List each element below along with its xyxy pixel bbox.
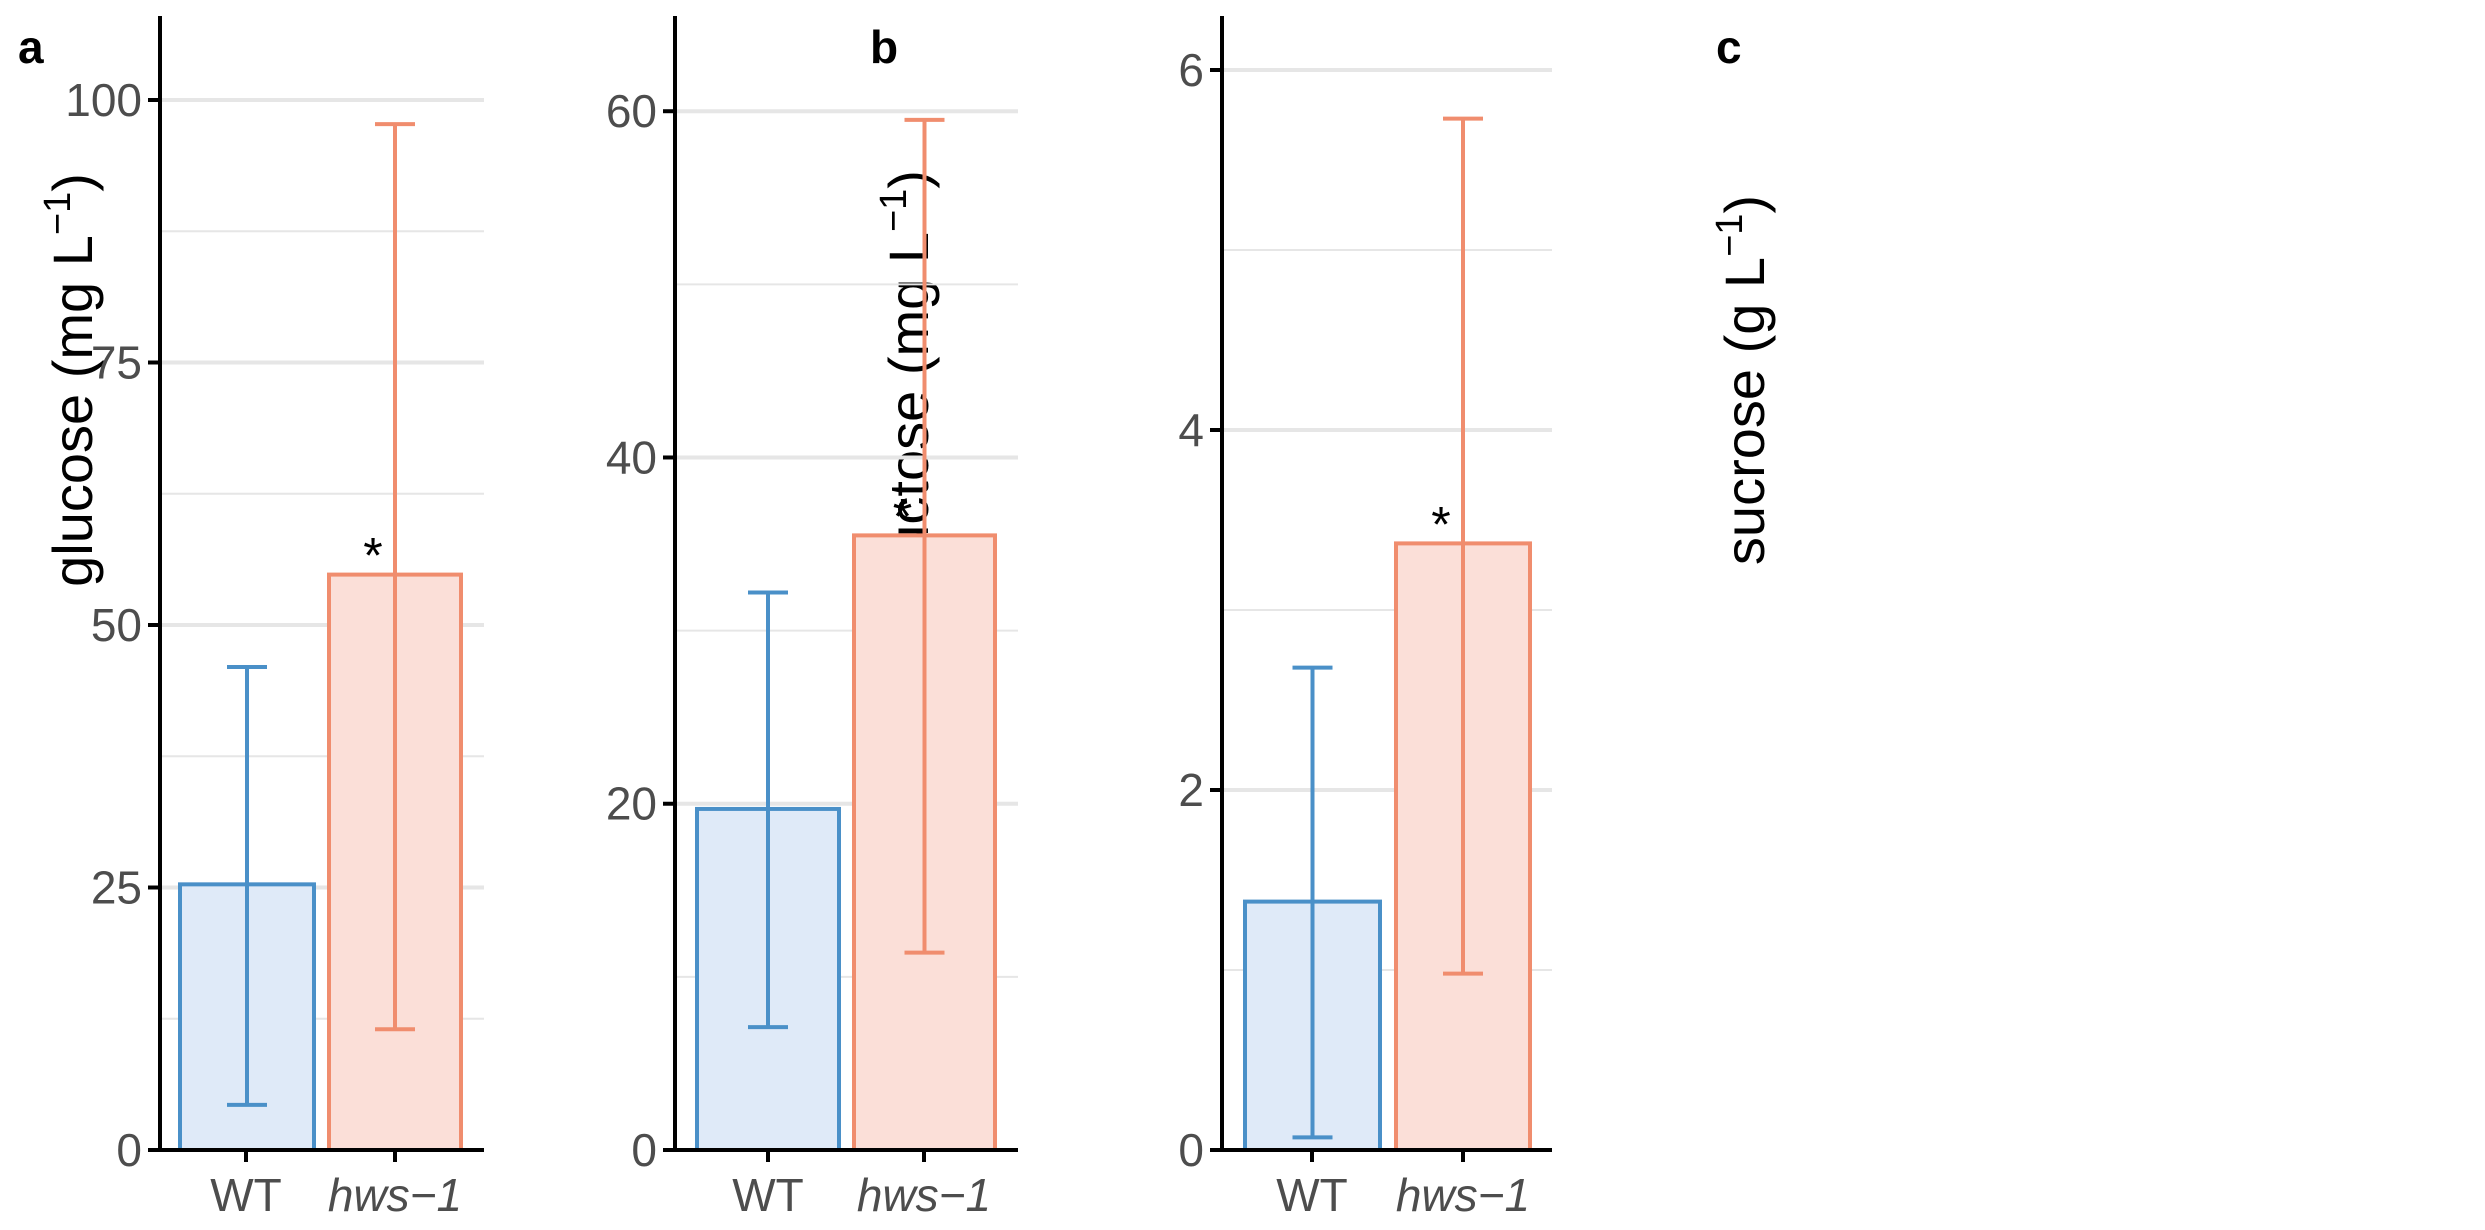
bar-layer-a: * — [178, 122, 463, 1152]
y-tick-label: 50 — [91, 599, 142, 651]
x-category-label: hws−1 — [857, 1169, 991, 1221]
panel-a: a glucose (mg L−1) * 0 25 50 75 100 WT hws−1 — [18, 16, 484, 1221]
axis-layer-b: 0 20 40 60 WT hws−1 — [606, 16, 1018, 1221]
y-tick-label: 6 — [1178, 44, 1204, 96]
significance-marker: * — [893, 488, 912, 544]
y-tick-label: 0 — [116, 1124, 142, 1176]
axis-layer-c: 0 2 4 6 WT hws−1 — [1178, 16, 1552, 1221]
svg-text:fructose (mg L−1): fructose (mg L−1) — [873, 170, 940, 590]
svg-text:glucose (mg L−1): glucose (mg L−1) — [37, 173, 104, 587]
axis-layer-a: 0 25 50 75 100 WT hws−1 — [65, 16, 484, 1221]
y-tick-label: 100 — [65, 74, 142, 126]
panel-b: b fructose (mg L−1) * 0 20 40 60 WT hws−1 — [606, 16, 1018, 1221]
y-tick-label: 0 — [631, 1124, 657, 1176]
panel-letter-b: b — [870, 21, 898, 73]
y-tick-label: 20 — [606, 778, 657, 830]
y-tick-label: 40 — [606, 431, 657, 483]
bar-layer-c: * — [1243, 116, 1532, 1152]
x-category-label: WT — [1276, 1169, 1348, 1221]
y-tick-label: 4 — [1178, 404, 1204, 456]
svg-text:sucrose (g L−1): sucrose (g L−1) — [1709, 195, 1776, 565]
panel-c: c sucrose (g L−1) * 0 2 4 6 WT hws−1 — [1178, 16, 1776, 1221]
x-category-label: WT — [210, 1169, 282, 1221]
y-axis-label-a: glucose (mg L−1) — [37, 173, 104, 587]
significance-marker: * — [363, 528, 382, 584]
bar-layer-b: * — [695, 117, 997, 1152]
y-tick-label: 75 — [91, 337, 142, 389]
y-axis-label-b: fructose (mg L−1) — [873, 170, 940, 590]
significance-marker: * — [1431, 496, 1450, 552]
y-tick-label: 0 — [1178, 1124, 1204, 1176]
panel-letter-c: c — [1716, 21, 1742, 73]
y-tick-label: 2 — [1178, 764, 1204, 816]
y-tick-label: 25 — [91, 862, 142, 914]
x-category-label: hws−1 — [328, 1169, 462, 1221]
x-category-label: WT — [732, 1169, 804, 1221]
y-axis-label-c: sucrose (g L−1) — [1709, 195, 1776, 565]
x-category-label: hws−1 — [1396, 1169, 1530, 1221]
panel-letter-a: a — [18, 21, 44, 73]
y-tick-label: 60 — [606, 85, 657, 137]
